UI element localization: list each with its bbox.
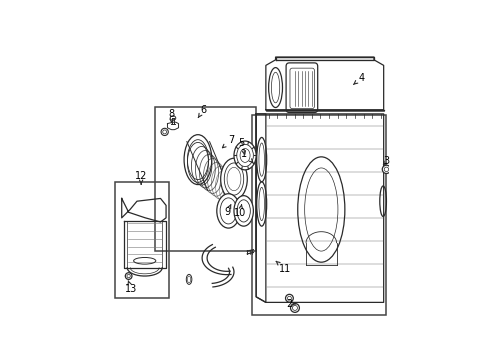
Circle shape	[285, 294, 293, 302]
Ellipse shape	[233, 141, 256, 170]
Bar	[251, 115, 386, 315]
Text: 9: 9	[224, 204, 230, 217]
Ellipse shape	[216, 194, 240, 228]
Text: 4: 4	[353, 73, 364, 85]
Text: 2: 2	[285, 299, 295, 309]
Text: 10: 10	[233, 205, 245, 218]
Bar	[155, 107, 256, 251]
Text: 6: 6	[198, 105, 206, 118]
Text: 11: 11	[276, 261, 291, 274]
Text: 7: 7	[222, 135, 234, 148]
Circle shape	[382, 165, 390, 174]
Text: 3: 3	[383, 156, 389, 166]
Circle shape	[125, 273, 132, 279]
Text: 12: 12	[135, 171, 147, 184]
Ellipse shape	[220, 158, 247, 200]
Text: 13: 13	[124, 281, 137, 293]
Ellipse shape	[233, 195, 253, 226]
Text: 8: 8	[168, 109, 174, 122]
Bar	[115, 182, 168, 298]
Ellipse shape	[183, 135, 211, 185]
Polygon shape	[275, 57, 373, 60]
Text: 1: 1	[241, 149, 252, 162]
Text: 5: 5	[238, 138, 245, 154]
Circle shape	[290, 303, 299, 312]
